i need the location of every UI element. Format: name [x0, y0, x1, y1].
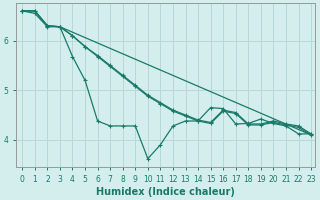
X-axis label: Humidex (Indice chaleur): Humidex (Indice chaleur) [96, 187, 235, 197]
